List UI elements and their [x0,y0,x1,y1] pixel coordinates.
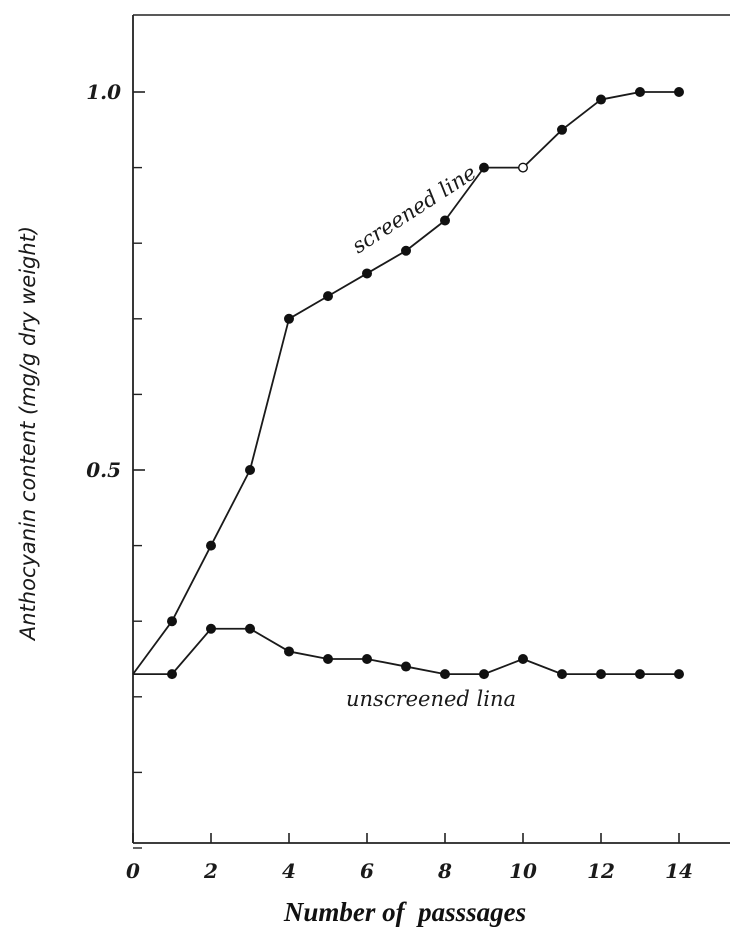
screened-line-data-point [479,162,490,173]
x-tick-label: 6 [360,859,374,883]
x-tick-label: 2 [203,859,218,883]
screened-line-data-point [362,268,373,279]
screened-line-data-point [596,94,607,105]
screened-line-data-point [635,86,646,97]
screened-line-data-point [323,291,334,302]
unscreened-lina-data-point [518,654,529,665]
unscreened-lina-data-point [596,669,607,680]
x-axis-label: Number of passsages [283,897,526,927]
x-tick-label: 4 [282,859,296,883]
unscreened-lina-data-point [362,654,373,665]
screened-line-data-point [440,215,451,226]
unscreened-lina-data-point [557,669,568,680]
unscreened-lina-data-point [635,669,646,680]
unscreened-lina-data-point [401,661,412,672]
unscreened-lina-data-point [205,623,216,634]
unscreened-lina-data-point [674,669,685,680]
y-tick-label: 0.5 [86,458,121,482]
unscreened-lina-data-point [440,669,451,680]
screened-line-data-point [557,124,568,135]
screened-line-data-point [284,313,295,324]
x-tick-label: 12 [587,859,615,883]
x-tick-label: 8 [437,859,452,883]
screened-line-data-point [244,465,255,476]
unscreened-lina-data-point [284,646,295,657]
screened-line-data-point [205,540,216,551]
unscreened-lina-data-point [323,654,334,665]
x-tick-label: 0 [126,859,140,883]
screened-line-data-point [401,245,412,256]
x-tick-label: 14 [665,859,693,883]
screened-line-series-line [132,91,679,675]
unscreened-lina-data-point [166,669,177,680]
unscreened-lina-data-point [479,669,490,680]
unscreened-line-annotation: unscreened lina [346,687,516,711]
y-axis-label: Anthocyanin content (mg/g dry weight) [16,226,40,642]
screened-line-data-point [674,86,685,97]
screened-line-data-point [166,616,177,627]
x-tick-label: 10 [509,859,537,883]
screened-line-data-point [518,162,529,173]
unscreened-lina-data-point [244,623,255,634]
y-tick-label: 1.0 [86,80,121,104]
